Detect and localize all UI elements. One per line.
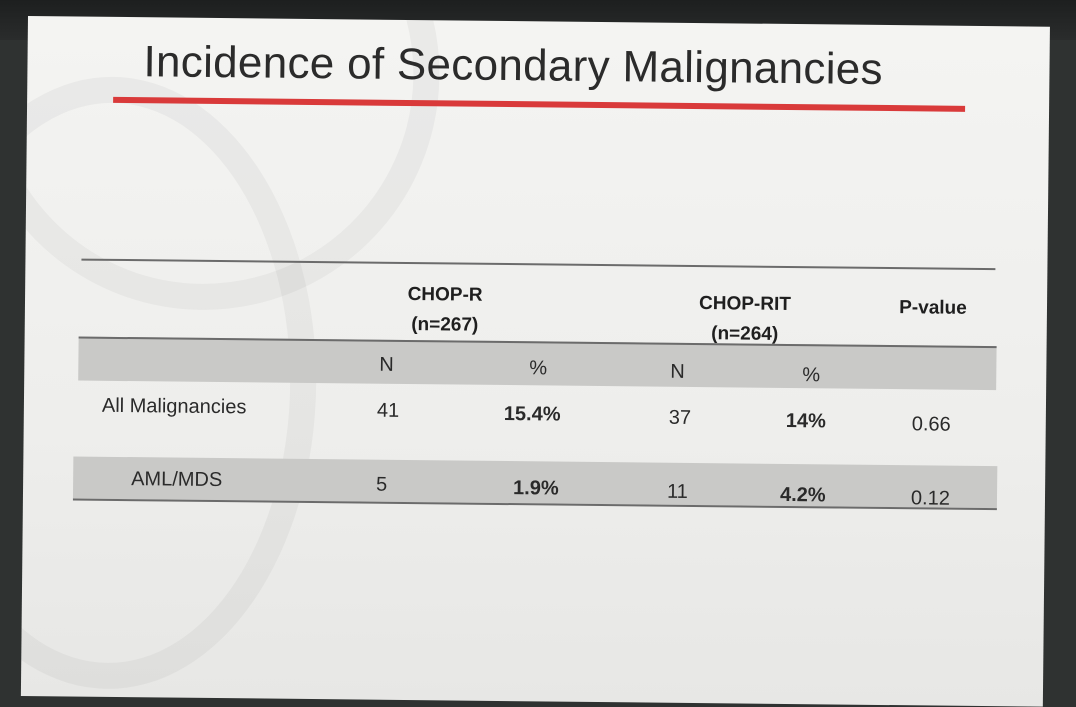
cell-chop-r-n: 41 (376, 399, 400, 422)
cell-chop-rit-n: 11 (666, 480, 688, 503)
cell-pvalue: 0.66 (911, 413, 951, 436)
group-name: CHOP-RIT (698, 293, 792, 316)
subheader-pct-chop-r: % (529, 357, 548, 380)
group-name: CHOP-R (407, 283, 483, 306)
cell-chop-rit-n: 37 (668, 406, 692, 429)
cell-chop-rit-pct: 4.2% (779, 483, 826, 507)
subheader-pct-chop-rit: % (802, 364, 821, 387)
cell-chop-rit-pct: 14% (785, 409, 826, 433)
row-label: AML/MDS (131, 468, 223, 492)
group-n: (n=267) (411, 314, 479, 336)
cell-chop-r-pct: 15.4% (503, 403, 561, 426)
group-header-chop-r: CHOP-R (n=267) (385, 280, 506, 341)
cell-chop-r-n: 5 (375, 473, 388, 496)
group-header-chop-rit: CHOP-RIT (n=264) (675, 289, 816, 350)
subheader-n-chop-rit: N (670, 360, 685, 383)
subheader-n-chop-r: N (379, 353, 394, 376)
slide-title: Incidence of Secondary Malignancies (143, 37, 884, 94)
row-label: All Malignancies (101, 394, 247, 419)
slide: Incidence of Secondary Malignancies CHOP… (20, 16, 1050, 707)
cell-chop-r-pct: 1.9% (512, 477, 559, 500)
pvalue-header: P-value (899, 297, 967, 319)
